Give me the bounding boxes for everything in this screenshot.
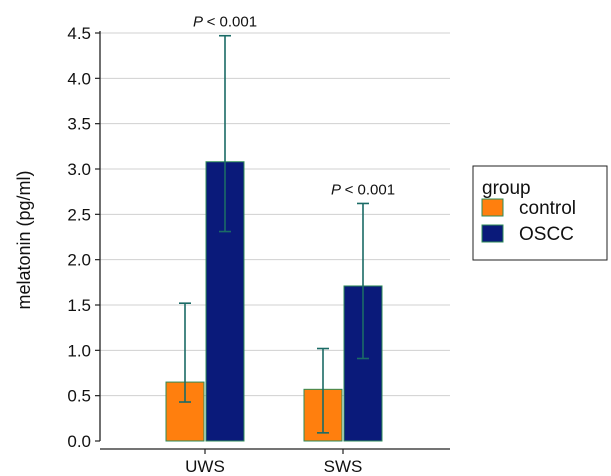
y-tick-label: 3.5: [67, 115, 91, 134]
legend: group control OSCC: [472, 165, 608, 261]
p-value-annotation: P < 0.001: [331, 181, 395, 198]
gridlines: [100, 32, 450, 397]
y-tick-label: 0.5: [67, 387, 91, 406]
p-symbol: P: [331, 181, 345, 198]
annotations: P < 0.001 P < 0.001: [193, 14, 395, 199]
y-tick-label: 1.0: [67, 341, 91, 360]
y-tick-label: 2.5: [67, 205, 91, 224]
y-axis-title: melatonin (pg/ml): [14, 170, 34, 309]
p-symbol: P: [193, 14, 207, 31]
p-value-annotation: P < 0.001: [193, 14, 257, 31]
axes: 0.0 0.5 1.0 1.5 2.0 2.5 3.0 3.5 4.0 4.5 UWS SWS: [67, 24, 450, 476]
y-tick-label: 2.0: [67, 251, 91, 270]
y-tick-label: 0.0: [67, 432, 91, 451]
legend-label-OSCC: OSCC: [519, 224, 574, 245]
legend-title: group: [482, 178, 531, 199]
legend-label-control: control: [519, 198, 576, 219]
y-tick-label: 3.0: [67, 160, 91, 179]
x-tick-label: UWS: [185, 457, 225, 476]
y-tick-label: 4.5: [67, 24, 91, 43]
y-tick-label: 4.0: [67, 69, 91, 88]
y-tick-label: 1.5: [67, 296, 91, 315]
x-tick-label: SWS: [324, 457, 363, 476]
legend-swatch-OSCC: [481, 224, 504, 243]
legend-swatch-control: [481, 198, 504, 217]
error-bars: [179, 34, 369, 434]
bars: [165, 161, 383, 442]
